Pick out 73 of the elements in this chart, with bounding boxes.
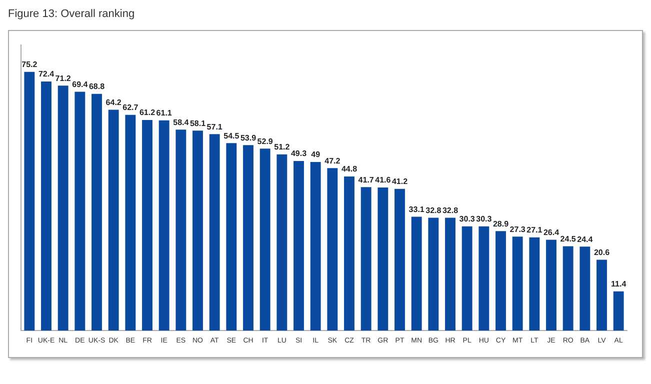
data-label: 41.6 xyxy=(375,176,392,185)
bar xyxy=(92,94,102,331)
bar xyxy=(394,188,405,331)
bar xyxy=(344,176,354,331)
bar xyxy=(294,160,304,331)
data-label: 51.2 xyxy=(274,142,290,152)
data-label: 54.5 xyxy=(224,131,240,140)
bar xyxy=(58,86,68,331)
data-label: 24.5 xyxy=(560,234,576,244)
bar xyxy=(192,130,203,331)
bar xyxy=(176,130,186,331)
data-label: 58.1 xyxy=(190,118,206,128)
bar xyxy=(327,168,338,331)
data-label: 49 xyxy=(311,150,321,160)
data-label: 62.7 xyxy=(122,103,139,112)
data-label: 30.3 xyxy=(459,214,476,224)
bar xyxy=(428,218,439,331)
bar xyxy=(546,240,556,331)
data-label: 41.7 xyxy=(358,175,374,184)
data-label: 71.2 xyxy=(55,74,72,83)
data-label: 64.2 xyxy=(106,98,122,107)
data-label: 69.4 xyxy=(72,80,88,89)
bar xyxy=(310,162,321,331)
bar xyxy=(411,216,422,331)
bar xyxy=(158,120,170,331)
data-label: 27.3 xyxy=(510,224,526,234)
data-label: 53.9 xyxy=(240,133,257,142)
bar xyxy=(613,291,624,331)
data-label: 61.2 xyxy=(139,108,156,118)
bar xyxy=(529,237,540,331)
bar xyxy=(24,72,35,331)
bar xyxy=(260,148,270,331)
data-label: 24.4 xyxy=(577,234,594,244)
bar xyxy=(562,246,574,331)
bar xyxy=(226,143,237,331)
data-label: 33.1 xyxy=(408,204,425,214)
bar xyxy=(462,226,472,331)
bar xyxy=(74,92,86,331)
data-label: 72.4 xyxy=(38,70,55,79)
data-label: 30.3 xyxy=(476,214,492,224)
data-label: 26.4 xyxy=(543,228,560,237)
chart-title: Figure 13: Overall ranking xyxy=(8,8,136,20)
data-label: 32.8 xyxy=(426,206,442,215)
bar xyxy=(41,81,52,331)
bar xyxy=(445,218,456,331)
bar xyxy=(580,246,590,331)
data-label: 32.8 xyxy=(442,206,459,215)
data-label: 11.4 xyxy=(611,280,627,289)
data-label: 52.9 xyxy=(257,136,274,146)
data-label: 57.1 xyxy=(206,122,223,132)
data-label: 58.4 xyxy=(173,118,190,127)
bar xyxy=(496,231,506,331)
bar xyxy=(378,187,388,331)
bar xyxy=(596,260,607,331)
bar xyxy=(360,187,372,331)
bar xyxy=(478,226,490,331)
bar xyxy=(142,120,152,331)
data-label: 68.8 xyxy=(88,82,106,92)
bar xyxy=(276,154,288,331)
bar xyxy=(243,145,254,331)
data-label: 75.2 xyxy=(22,60,38,70)
data-label: 49.3 xyxy=(290,149,308,158)
bar xyxy=(512,236,523,331)
data-label: 27.1 xyxy=(526,226,543,235)
data-label: 47.2 xyxy=(324,156,341,166)
bar xyxy=(108,110,119,331)
data-label: 44.8 xyxy=(341,164,358,174)
data-label: 20.6 xyxy=(594,248,610,257)
data-label: 28.9 xyxy=(492,219,510,228)
bar xyxy=(125,114,136,331)
data-label: 61.1 xyxy=(156,108,172,118)
data-label: 41.2 xyxy=(392,177,408,186)
bar xyxy=(209,134,220,331)
